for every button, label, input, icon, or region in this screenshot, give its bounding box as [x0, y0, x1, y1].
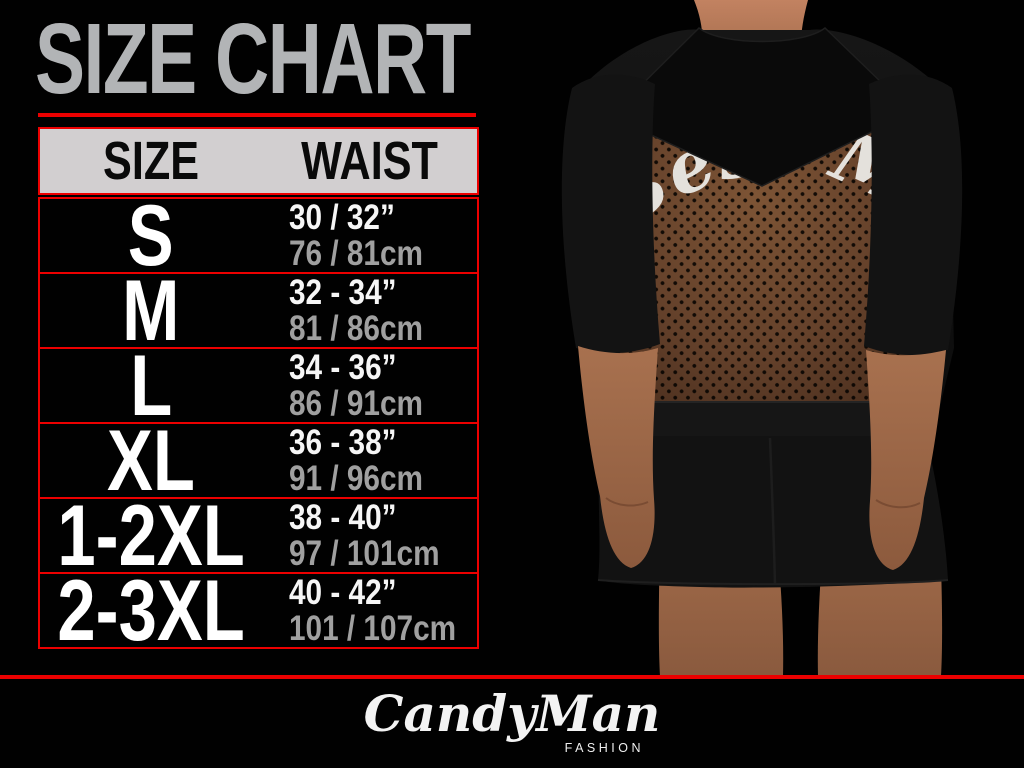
- waist-cm: 97 / 101cm: [289, 533, 440, 573]
- model-forearms: [578, 346, 946, 570]
- waist-cm: 86 / 91cm: [289, 383, 423, 423]
- waist-cell: 36 - 38” 91 / 96cm: [262, 424, 477, 497]
- column-header-waist: WAIST: [301, 131, 438, 191]
- waist-inches: 40 - 42”: [289, 572, 397, 612]
- table-header-row: SIZE WAIST: [38, 127, 479, 195]
- size-cell: XL: [40, 418, 262, 504]
- table-row-xl: XL 36 - 38” 91 / 96cm: [38, 418, 479, 504]
- title-underline: [38, 113, 476, 117]
- robe-skirt: [597, 436, 949, 588]
- brand-subtitle: FASHION: [564, 741, 644, 755]
- page-title-text: SIZE CHART: [35, 3, 472, 115]
- size-value: S: [128, 187, 174, 284]
- size-cell: S: [40, 193, 262, 279]
- waist-inches: 32 - 34”: [289, 272, 397, 312]
- page-title: SIZE CHART: [35, 9, 615, 109]
- divider-line: [0, 675, 1024, 679]
- waist-cell: 32 - 34” 81 / 86cm: [262, 274, 477, 347]
- model-photo: Best Man: [0, 0, 963, 676]
- size-cell: M: [40, 268, 262, 354]
- waist-cm: 91 / 96cm: [289, 458, 423, 498]
- table-row-l: L 34 - 36” 86 / 91cm: [38, 343, 479, 429]
- waist-inches: 30 / 32”: [289, 197, 395, 237]
- header-waist-cell: WAIST: [262, 129, 477, 193]
- size-cell: 2-3XL: [40, 568, 262, 654]
- brand-logo: CandyMan FASHION: [362, 686, 662, 764]
- waist-inches: 38 - 40”: [289, 497, 397, 537]
- robe-sleeves: [561, 74, 963, 356]
- table-row-2-3xl: 2-3XL 40 - 42” 101 / 107cm: [38, 568, 479, 654]
- table-row-s: S 30 / 32” 76 / 81cm: [38, 193, 479, 279]
- waist-cell: 38 - 40” 97 / 101cm: [262, 499, 477, 572]
- size-value: 2-3XL: [57, 562, 245, 659]
- waist-cm: 101 / 107cm: [289, 608, 457, 648]
- size-value: M: [122, 262, 180, 359]
- robe-belt: [596, 401, 928, 440]
- size-value: XL: [107, 412, 195, 509]
- table-row-m: M 32 - 34” 81 / 86cm: [38, 268, 479, 354]
- waist-cell: 34 - 36” 86 / 91cm: [262, 349, 477, 422]
- size-chart-table: SIZE WAIST S 30 / 32” 76 / 81cm M 32 - 3…: [38, 127, 479, 654]
- header-size-cell: SIZE: [40, 129, 262, 193]
- size-cell: L: [40, 343, 262, 429]
- waist-cm: 81 / 86cm: [289, 308, 423, 348]
- brand-name: CandyMan: [363, 684, 661, 743]
- table-row-1-2xl: 1-2XL 38 - 40” 97 / 101cm: [38, 493, 479, 579]
- robe-collar: [608, 27, 914, 187]
- size-value: 1-2XL: [57, 487, 245, 584]
- waist-cell: 30 / 32” 76 / 81cm: [262, 199, 477, 272]
- size-cell: 1-2XL: [40, 493, 262, 579]
- waist-inches: 36 - 38”: [289, 422, 397, 462]
- waist-cm: 76 / 81cm: [289, 233, 423, 273]
- size-value: L: [129, 337, 173, 434]
- column-header-size: SIZE: [102, 131, 200, 191]
- waist-inches: 34 - 36”: [289, 347, 397, 387]
- waist-cell: 40 - 42” 101 / 107cm: [262, 574, 486, 647]
